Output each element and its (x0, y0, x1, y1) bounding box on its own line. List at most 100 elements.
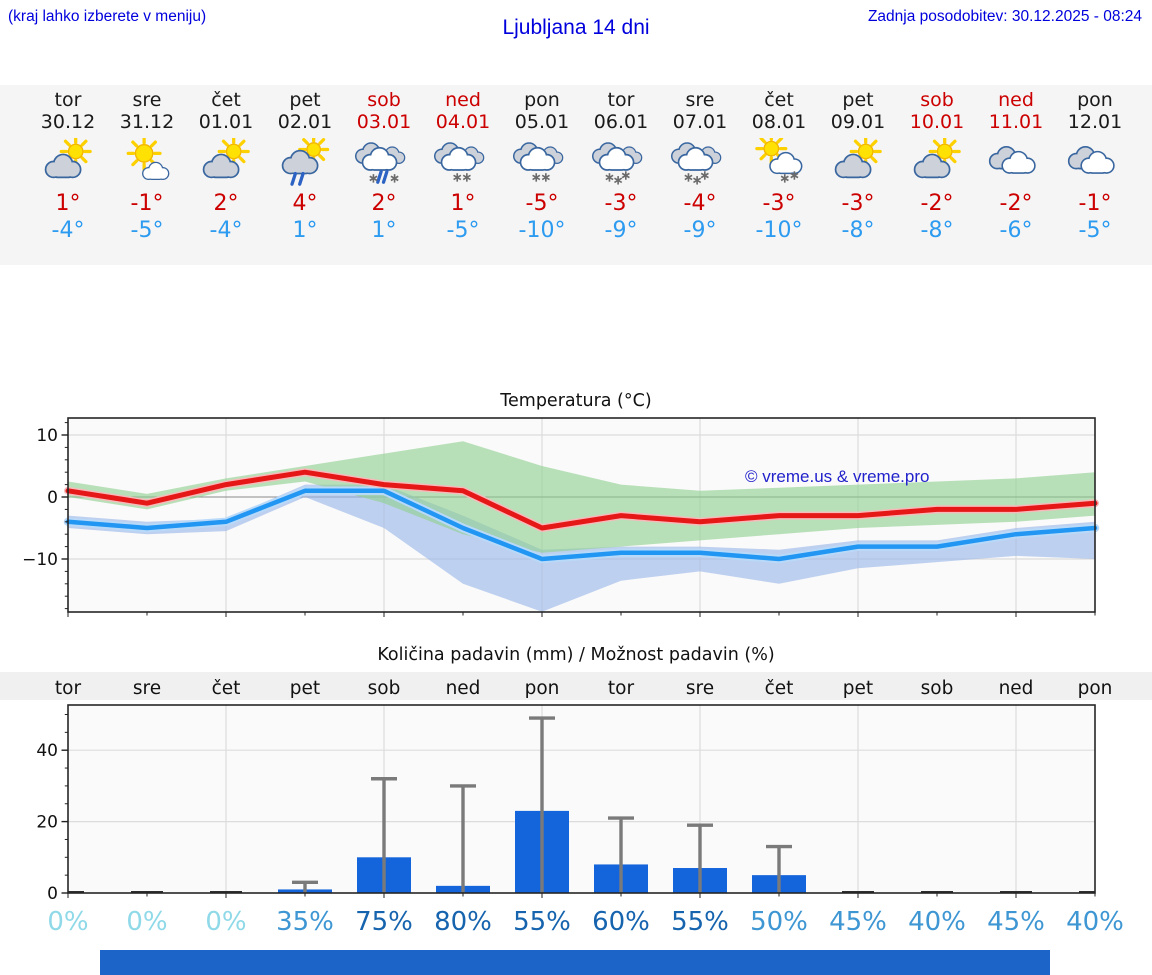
day-name: sre (132, 89, 162, 111)
last-update-label: Zadnja posodobitev: 30.12.2025 - 08:24 (867, 8, 1142, 25)
zero-bar-mark (131, 891, 163, 893)
y-tick-label: 20 (36, 813, 58, 833)
temp-max: -3° (762, 191, 796, 216)
temp-max: -2° (920, 191, 954, 216)
precip-day-label: tor (55, 678, 82, 699)
precip-day-label: sre (133, 678, 161, 699)
cloud-rain-snow-icon (344, 138, 424, 188)
sun-cloud-rain-icon (265, 133, 345, 188)
temp-min: -6° (999, 218, 1033, 243)
temp-min: -4° (209, 218, 243, 243)
temp-min: -9° (683, 218, 717, 243)
temp-max: -5° (525, 191, 559, 216)
pop-percent-label: 0% (205, 907, 246, 937)
sun-cloud-icon (186, 135, 266, 188)
temp-max: -3° (841, 191, 875, 216)
temp-max: -3° (604, 191, 638, 216)
pop-percent-label: 75% (355, 907, 413, 937)
day-date: 12.01 (1067, 111, 1123, 133)
temp-max: -1° (1078, 191, 1112, 216)
temp-max: -4° (683, 191, 717, 216)
forecast-day-8: tor 06.01 -3° -9° (581, 89, 661, 244)
temp-max: 4° (292, 191, 318, 216)
forecast-day-13: ned 11.01 -2° -6° (976, 89, 1056, 244)
day-name: čet (211, 89, 241, 111)
precip-day-label: pon (1078, 678, 1113, 699)
forecast-day-7: pon 05.01 -5° -10° (502, 89, 582, 244)
forecast-day-3: čet 01.01 2° -4° (186, 89, 266, 244)
precip-day-label: pon (525, 678, 560, 699)
day-date: 31.12 (119, 111, 175, 133)
y-tick-label: 10 (36, 426, 58, 446)
bottom-banner (100, 950, 1050, 975)
day-date: 02.01 (277, 111, 333, 133)
temp-min: -8° (920, 218, 954, 243)
day-date: 08.01 (751, 111, 807, 133)
day-date: 03.01 (356, 111, 412, 133)
forecast-day-14: pon 12.01 -1° -5° (1055, 89, 1135, 244)
zero-bar-mark (842, 891, 874, 893)
pop-percent-label: 50% (750, 907, 808, 937)
cloud-snow-3-icon (581, 138, 661, 188)
day-date: 06.01 (593, 111, 649, 133)
temp-max: 2° (213, 191, 239, 216)
zero-bar-mark (210, 891, 242, 893)
precip-day-label: sre (686, 678, 714, 699)
day-date: 05.01 (514, 111, 570, 133)
temp-max: -2° (999, 191, 1033, 216)
max-temp-line (65, 469, 1098, 531)
y-tick-label: 40 (36, 741, 58, 761)
day-name: sre (685, 89, 715, 111)
temp-min: -5° (130, 218, 164, 243)
forecast-day-4: pet 02.01 4° 1° (265, 89, 345, 244)
temp-max: 2° (371, 191, 397, 216)
location-menu-hint[interactable]: (kraj lahko izberete v meniju) (8, 8, 207, 25)
cloud-snow-2-icon (423, 138, 503, 188)
plot-border (67, 704, 1096, 894)
forecast-day-10: čet 08.01 -3° -10° (739, 89, 819, 244)
pop-percent-label: 55% (513, 907, 571, 937)
cloudy-icon (1055, 138, 1135, 188)
plot-area (68, 705, 1095, 893)
precip-day-label: sob (921, 678, 954, 699)
day-date: 10.01 (909, 111, 965, 133)
sun-cloud-icon (897, 135, 977, 188)
pop-percent-label: 45% (987, 907, 1045, 937)
temp-max: 1° (450, 191, 476, 216)
temp-min: 1° (292, 218, 318, 243)
max-temp-band (68, 441, 1095, 553)
cloud-snow-3-icon (660, 138, 740, 188)
precip-day-label: tor (608, 678, 635, 699)
day-name: pet (842, 89, 874, 111)
forecast-day-11: pet 09.01 -3° -8° (818, 89, 898, 244)
sun-cloud-icon (818, 135, 898, 188)
page-title: Ljubljana 14 dni (502, 16, 650, 39)
day-name: čet (764, 89, 794, 111)
y-tick-label: 0 (47, 488, 58, 508)
day-label-band (0, 672, 1152, 700)
pop-percent-label: 0% (126, 907, 167, 937)
day-date: 09.01 (830, 111, 886, 133)
precip-day-label: sob (368, 678, 401, 699)
precip-day-label: pet (843, 678, 873, 699)
cloud-snow-2-icon (502, 138, 582, 188)
precip-day-label: pet (290, 678, 320, 699)
day-date: 11.01 (988, 111, 1044, 133)
temperature-chart-title: Temperatura (°C) (500, 391, 652, 411)
pop-percent-label: 80% (434, 907, 492, 937)
forecast-day-2: sre 31.12 -1° -5° (107, 89, 187, 244)
temp-max: -1° (130, 191, 164, 216)
cloudy-icon (976, 138, 1056, 188)
pop-percent-label: 0% (47, 907, 88, 937)
zero-bar-mark (921, 891, 953, 893)
day-name: ned (445, 89, 481, 111)
day-date: 07.01 (672, 111, 728, 133)
forecast-day-12: sob 10.01 -2° -8° (897, 89, 977, 244)
pop-percent-label: 40% (1066, 907, 1124, 937)
day-name: sob (367, 89, 401, 111)
precip-day-label: čet (765, 678, 794, 699)
temp-min: -10° (518, 218, 566, 243)
precip-day-label: čet (212, 678, 241, 699)
precipitation-chart: tor sre čet pet sob ned pon tor sre čet pet sob ned p… (0, 672, 1152, 937)
